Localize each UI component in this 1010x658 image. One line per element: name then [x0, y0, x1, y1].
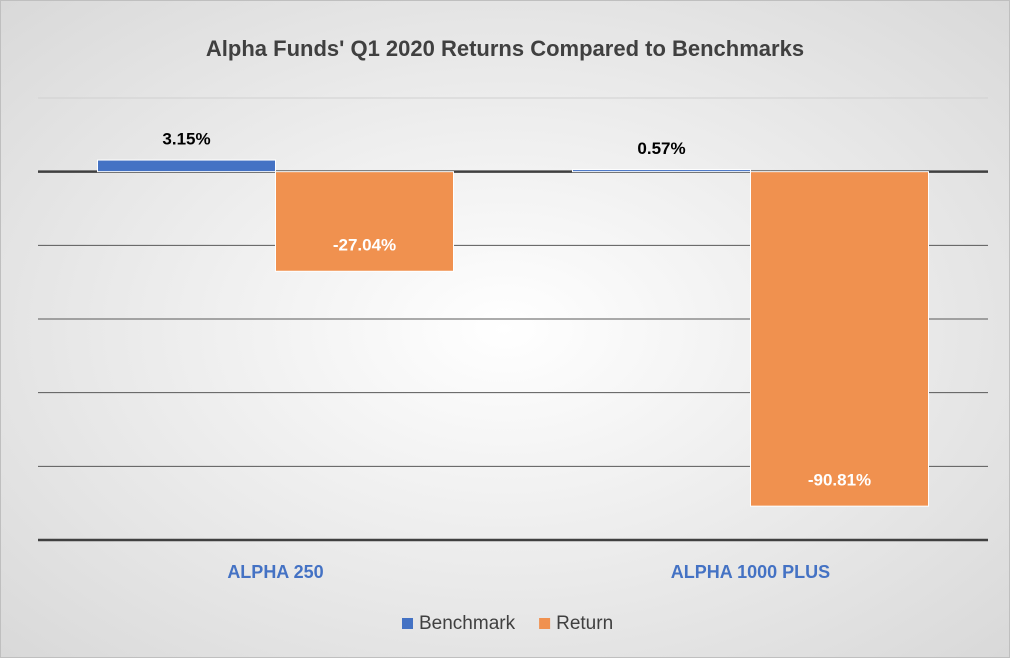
legend-label: Return: [556, 613, 613, 634]
legend-swatch: [539, 618, 551, 629]
data-label: -27.04%: [333, 236, 396, 255]
chart-title: Alpha Funds' Q1 2020 Returns Compared to…: [206, 36, 804, 61]
x-tick-label: ALPHA 250: [227, 562, 323, 582]
data-label: 0.57%: [637, 139, 685, 158]
data-label: -90.81%: [808, 471, 871, 490]
bar: [97, 159, 276, 173]
legend-label: Benchmark: [419, 613, 516, 634]
x-tick-label: ALPHA 1000 PLUS: [671, 562, 830, 582]
bar: [750, 171, 929, 507]
legend-swatch: [402, 618, 413, 629]
bar: [572, 169, 751, 173]
data-label: 3.15%: [162, 130, 210, 149]
bar: [275, 171, 454, 272]
